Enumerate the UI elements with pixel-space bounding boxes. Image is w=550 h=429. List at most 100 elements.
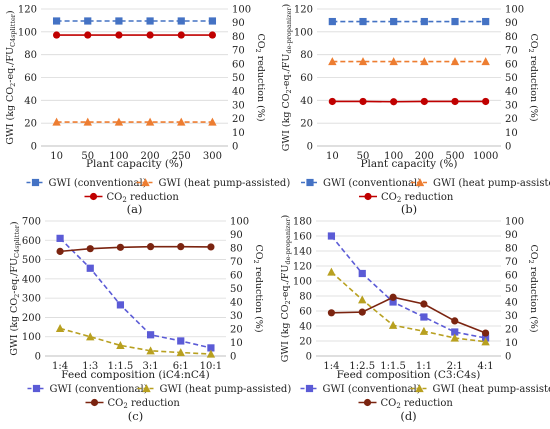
chart-panel-4: 0 20 40 60 80 100 120 140 160 180 0 10 20 30 40 50 60 70 8…: [280, 215, 550, 423]
y-right-tick-label: 90: [505, 230, 518, 241]
series-2: [327, 267, 490, 346]
data-point: [115, 31, 123, 39]
y-right-tick-label: 40: [230, 298, 243, 309]
y-left-tick-label: 20: [24, 119, 37, 130]
y-left-tick-label: 60: [24, 73, 37, 84]
data-point: [327, 309, 336, 317]
legend: GWI (conventional) GWI (heat pump-assiste…: [300, 384, 550, 410]
y-right-tick-label: 30: [230, 311, 243, 322]
data-point: [390, 98, 398, 106]
y-right-tick-label: 40: [232, 87, 245, 98]
y-left-tick-label: 200: [22, 313, 41, 324]
x-tick-label: 100: [109, 151, 128, 162]
data-point: [359, 97, 367, 106]
legend-item: GWI (heat pump-assisted): [410, 384, 550, 395]
x-tick-label: 100: [384, 151, 403, 162]
x-tick-label: 10: [50, 151, 63, 162]
data-point: [177, 337, 185, 345]
y-left-tick-label: 40: [300, 96, 313, 107]
series-2: [52, 117, 217, 126]
legend-swatch-marker: [364, 192, 372, 201]
x-tick-label: 1000: [473, 151, 498, 162]
x-tick-label: 10:1: [200, 361, 222, 372]
data-point: [450, 57, 460, 66]
y-right-tick-label: 90: [230, 230, 243, 241]
series-2: [328, 57, 490, 66]
data-point: [420, 57, 429, 66]
data-point: [389, 57, 398, 66]
x-tick-label: 6:1: [173, 361, 189, 372]
y-right-tick-label: 70: [505, 257, 518, 268]
legend-swatch-marker: [415, 178, 425, 187]
y-right-tick-label: 40: [505, 87, 518, 98]
data-point: [206, 349, 216, 358]
y-left-tick-label: 0: [35, 352, 41, 363]
data-point: [86, 245, 94, 253]
series-1: [328, 17, 490, 26]
legend-label: GWI (heat pump-assisted): [433, 384, 550, 395]
x-tick-label: 3:1: [143, 361, 159, 372]
legend-item: GWI (heat pump-assisted): [411, 178, 550, 189]
panel-label: (a): [127, 202, 143, 216]
data-point: [86, 264, 94, 272]
legend-label: CO2 reduction: [381, 192, 454, 204]
x-tick-label: 10: [326, 151, 339, 162]
x-tick-label: 1:1.5: [380, 361, 406, 372]
data-point: [83, 117, 92, 126]
x-tick-label: 200: [415, 151, 434, 162]
x-axis-label: Plant capacity (%): [86, 158, 183, 170]
x-tick-label: 2:1: [447, 361, 463, 372]
x-tick-label: 50: [357, 151, 370, 162]
y-left-tick-label: 180: [293, 217, 312, 228]
y-right-tick-label: 50: [232, 73, 245, 84]
data-point: [177, 31, 185, 39]
y-right-tick-label: 80: [232, 32, 245, 43]
data-point: [420, 300, 428, 308]
x-tick-label: 1:4: [52, 361, 68, 372]
data-point: [358, 57, 368, 66]
data-point: [328, 57, 337, 66]
data-point: [55, 324, 65, 333]
data-point: [146, 243, 155, 251]
y-left-tick-label: 40: [24, 96, 37, 107]
y-left-tick-label: 0: [31, 142, 37, 153]
series-line: [59, 237, 212, 349]
legend-label: GWI (heat pump-assisted): [159, 178, 291, 189]
legend-label: GWI (heat pump-assisted): [433, 178, 550, 189]
legend-item: CO2 reduction: [84, 192, 179, 204]
data-point: [451, 328, 459, 336]
y-right-tick-label: 50: [505, 73, 518, 84]
series-1: [56, 234, 215, 352]
chart-panel-3: 0 100 200 300 400 500 600 700 0 10 20 30 40 50 60 70 80 9…: [9, 217, 291, 424]
y-left-tick-label: 60: [299, 307, 312, 318]
data-point: [359, 17, 367, 26]
data-point: [390, 17, 398, 26]
data-point: [84, 17, 92, 25]
series-line: [59, 327, 211, 355]
legend-item: CO2 reduction: [358, 398, 453, 410]
x-tick-label: 200: [141, 151, 160, 162]
legend-label: GWI (conventional): [50, 384, 148, 395]
y-left-tick-label: 140: [293, 247, 312, 258]
x-tick-label: 50: [81, 151, 94, 162]
panel-label: (d): [400, 409, 416, 423]
data-point: [358, 269, 366, 278]
data-point: [481, 57, 490, 66]
y-right-tick-label: 60: [232, 59, 245, 70]
series-line: [330, 271, 486, 343]
y-right-axis-label: CO2 reduction (%): [527, 33, 539, 121]
y-left-tick-label: 100: [18, 27, 37, 38]
series-2: [55, 324, 216, 358]
legend-swatch-marker: [305, 384, 314, 393]
data-point: [52, 17, 61, 25]
legend-label: GWI (conventional): [323, 178, 421, 189]
data-point: [86, 332, 95, 341]
series-3: [52, 31, 217, 39]
y-right-tick-label: 30: [505, 100, 518, 111]
y-right-tick-label: 0: [232, 142, 238, 153]
data-point: [146, 31, 154, 39]
legend-swatch-marker: [90, 398, 99, 407]
y-left-tick-label: 40: [299, 322, 312, 333]
legend-label: GWI (conventional): [323, 384, 421, 395]
